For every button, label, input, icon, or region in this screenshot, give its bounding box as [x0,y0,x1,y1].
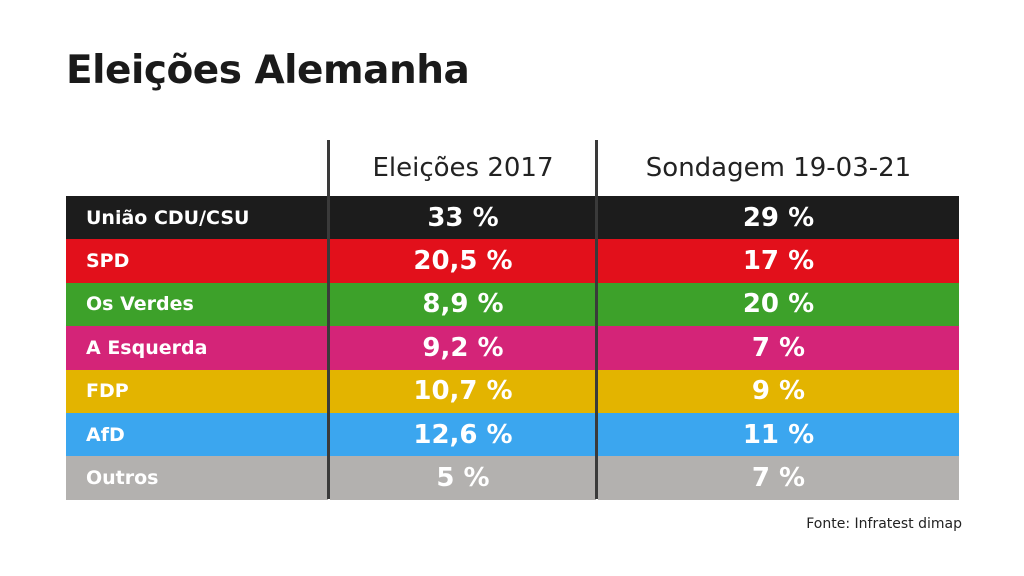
column-divider-1 [327,140,330,499]
header-party [66,140,328,196]
value-2021: 29 % [598,196,959,240]
value-2021: 20 % [598,282,959,327]
value-2017: 9,2 % [330,326,596,370]
column-divider-2 [595,140,598,499]
value-2021: 7 % [598,456,959,500]
party-name: A Esquerda [66,326,328,370]
table-row: FDP 10,7 % 9 % [66,369,959,413]
value-2017: 12,6 % [330,412,596,457]
results-table: Eleições 2017 Sondagem 19-03-21 União CD… [66,140,959,500]
value-2017: 20,5 % [330,239,596,283]
party-name: Outros [66,456,328,500]
value-2021: 7 % [598,326,959,370]
table-row: Os Verdes 8,9 % 20 % [66,282,959,327]
party-name: União CDU/CSU [66,196,328,240]
table-header: Eleições 2017 Sondagem 19-03-21 [66,140,959,196]
value-2017: 8,9 % [330,282,596,327]
value-2021: 17 % [598,239,959,283]
table-row: SPD 20,5 % 17 % [66,239,959,283]
party-name: AfD [66,412,328,457]
value-2021: 9 % [598,369,959,413]
party-name: SPD [66,239,328,283]
value-2017: 33 % [330,196,596,240]
table-body: União CDU/CSU 33 % 29 % SPD 20,5 % 17 % Os Ver… [66,196,959,500]
table-row: União CDU/CSU 33 % 29 % [66,196,959,240]
table-row: AfD 12,6 % 11 % [66,412,959,457]
party-name: FDP [66,369,328,413]
value-2021: 11 % [598,412,959,457]
header-2017: Eleições 2017 [372,153,554,183]
header-2021: Sondagem 19-03-21 [645,153,912,183]
party-name: Os Verdes [66,282,328,327]
chart-title: Eleições Alemanha [66,48,470,93]
value-2017: 5 % [330,456,596,500]
table-row: Outros 5 % 7 % [66,456,959,500]
source-note: Fonte: Infratest dimap [806,516,962,532]
value-2017: 10,7 % [330,369,596,413]
table-row: A Esquerda 9,2 % 7 % [66,326,959,370]
